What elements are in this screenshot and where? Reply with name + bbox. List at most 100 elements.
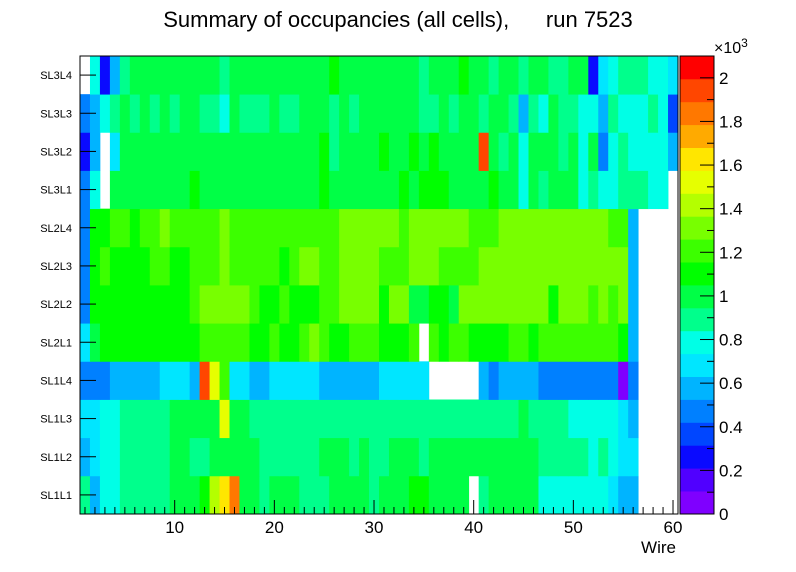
heatmap-cell [408, 399, 420, 439]
heatmap-cell [369, 94, 380, 133]
heatmap-cell [359, 170, 370, 210]
heatmap-cell [418, 399, 430, 439]
heatmap-cell [229, 323, 240, 362]
heatmap-cell [558, 323, 569, 362]
heatmap-cell [249, 323, 260, 362]
heatmap-cell [528, 323, 539, 362]
heatmap-cell [508, 475, 519, 515]
heatmap-cell [329, 475, 340, 515]
heatmap-cell [448, 285, 460, 324]
heatmap-cell [538, 323, 549, 362]
heatmap-cell [179, 323, 191, 362]
heatmap-cell [438, 399, 450, 439]
heatmap-cell [339, 323, 350, 362]
heatmap-cell [109, 208, 121, 248]
heatmap-cell [189, 399, 200, 439]
heatmap-cell [229, 399, 240, 439]
heatmap-cell [349, 56, 360, 95]
heatmap-cell [129, 94, 141, 133]
heatmap-cell [359, 56, 370, 95]
heatmap-cell [369, 437, 380, 477]
heatmap-cell [528, 475, 539, 515]
heatmap-cell [249, 285, 260, 324]
heatmap-cell [638, 170, 649, 210]
heatmap-cell [638, 132, 649, 171]
heatmap-cell [648, 94, 659, 133]
heatmap-cell [179, 208, 191, 248]
heatmap-cell [538, 56, 549, 95]
heatmap-cell [249, 56, 260, 95]
heatmap-cell [478, 246, 490, 286]
heatmap-cell [279, 475, 290, 515]
heatmap-cell [488, 94, 499, 133]
heatmap-cell [359, 94, 370, 133]
heatmap-cell [99, 475, 111, 515]
heatmap-cell [229, 246, 240, 286]
heatmap-cell [578, 170, 589, 210]
heatmap-cell [119, 246, 131, 286]
color-scale-swatch [680, 422, 714, 446]
heatmap-cell [608, 285, 619, 324]
heatmap-cell [139, 475, 151, 515]
heatmap-cell [259, 361, 270, 400]
heatmap-cell [99, 361, 111, 400]
heatmap-cell [508, 94, 519, 133]
heatmap-cell [219, 285, 230, 324]
heatmap-cell [568, 208, 579, 248]
heatmap-cell [428, 170, 440, 210]
heatmap-cell [119, 170, 131, 210]
z-tick-label: 0.8 [719, 331, 743, 350]
heatmap-cell [528, 361, 539, 400]
heatmap-cell [538, 437, 549, 477]
heatmap-cell [548, 437, 559, 477]
heatmap-cell [259, 56, 270, 95]
heatmap-cell [359, 361, 370, 400]
heatmap-cell [149, 132, 161, 171]
heatmap-cell [468, 170, 480, 210]
heatmap-cell [329, 285, 340, 324]
heatmap-cell [508, 361, 519, 400]
heatmap-cell [598, 56, 609, 95]
heatmap-cell [129, 170, 141, 210]
heatmap-cell [628, 246, 639, 286]
heatmap-cell [289, 475, 300, 515]
heatmap-cell [538, 361, 549, 400]
heatmap-cell [339, 437, 350, 477]
heatmap-cell [498, 132, 509, 171]
heatmap-cell [259, 208, 270, 248]
heatmap-cell [209, 399, 220, 439]
heatmap-cell [259, 323, 270, 362]
heatmap-cell [369, 208, 380, 248]
heatmap-cell [548, 170, 559, 210]
heatmap-cell [209, 94, 220, 133]
heatmap-cell [159, 361, 171, 400]
heatmap-cell [279, 285, 290, 324]
heatmap-cell [428, 94, 440, 133]
heatmap-cell [189, 132, 200, 171]
heatmap-cell [129, 246, 141, 286]
heatmap-cell [618, 170, 629, 210]
heatmap-cell [648, 170, 659, 210]
heatmap-cell [388, 475, 400, 515]
heatmap-cell [169, 94, 181, 133]
heatmap-cell [279, 399, 290, 439]
heatmap-cell [588, 361, 599, 400]
heatmap-cell [179, 399, 191, 439]
heatmap-cell [608, 132, 619, 171]
heatmap-cell [189, 323, 200, 362]
heatmap-cell [369, 475, 380, 515]
heatmap-cell [418, 246, 430, 286]
heatmap-cell [109, 361, 121, 400]
heatmap-cell [658, 94, 669, 133]
color-scale-swatch [680, 239, 714, 263]
heatmap-cell [508, 285, 519, 324]
heatmap-cell [578, 361, 589, 400]
heatmap-cell [558, 475, 569, 515]
heatmap-cell [179, 170, 191, 210]
heatmap-cell [349, 399, 360, 439]
heatmap-cell [129, 475, 141, 515]
heatmap-cell [568, 399, 579, 439]
heatmap-cell [608, 323, 619, 362]
heatmap-cell [329, 56, 340, 95]
heatmap-cell [109, 170, 121, 210]
